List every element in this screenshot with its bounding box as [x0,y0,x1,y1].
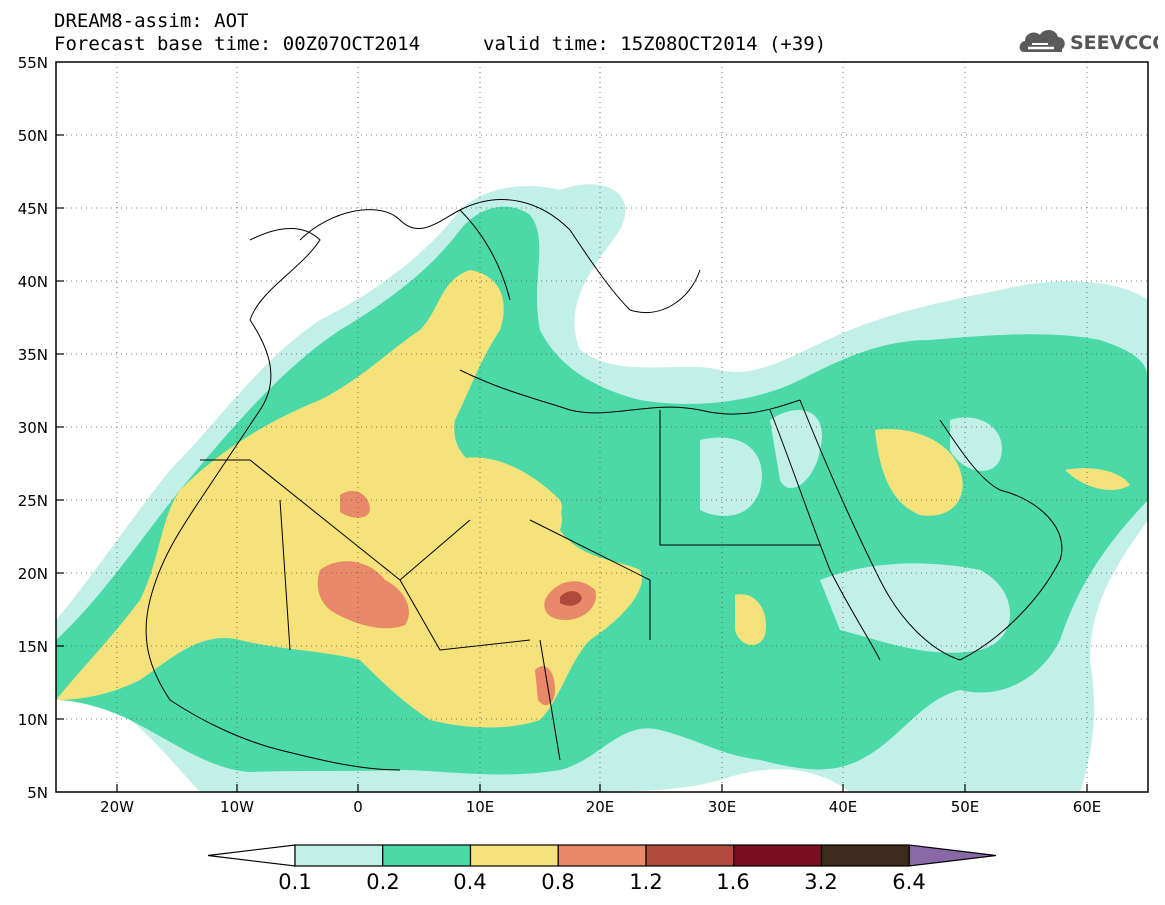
colorbar-segment [382,844,472,867]
axis-ticks [56,134,1088,792]
colorbar-labels: 0.1 0.2 0.4 0.8 1.2 1.6 3.2 6.4 [278,870,925,894]
colorbar-segment [294,844,384,867]
lon-label: 20W [100,798,134,816]
lat-label: 35N [18,346,48,364]
colorbar-segment [733,844,823,867]
lat-label: 20N [18,565,48,583]
lon-label: 0 [353,798,363,816]
colorbar-label: 6.4 [892,870,925,894]
colorbar-segment [820,844,910,867]
colorbar-label: 1.6 [716,870,749,894]
colorbar-label: 0.8 [541,870,574,894]
colorbar-segment [469,844,559,867]
lon-label: 10W [220,798,254,816]
lat-label: 50N [18,127,48,145]
seevccc-logo: SEEVCCC [1019,29,1158,54]
lat-label: 10N [18,711,48,729]
lat-label: 55N [18,54,48,72]
red-sea-coastline [769,399,961,661]
title-model-variable: DREAM8-assim: AOT [54,10,249,32]
colorbar-label: 0.2 [366,870,399,894]
lat-label: 40N [18,273,48,291]
colorbar-label: 0.1 [278,870,311,894]
lat-label: 30N [18,419,48,437]
aot-contour-0.4-gulf [1065,468,1130,490]
colorbar-label: 1.2 [629,870,662,894]
latitude-labels: 55N 50N 45N 40N 35N 30N 25N 20N 15N 10N … [18,54,48,802]
aot-contour-0.8-mali [317,561,409,629]
colorbar-label: 0.4 [453,870,486,894]
aot-contour-0.1-gap [700,410,1002,516]
colorbar-arrow-low [207,844,296,867]
lon-label: 40E [829,798,858,816]
colorbar [207,844,997,867]
country-borders [200,410,820,761]
lat-label: 45N [18,200,48,218]
aot-contour-1.2 [560,591,582,606]
colorbar-label: 3.2 [804,870,837,894]
aot-contour-0.4-arabia [875,429,963,516]
longitude-labels: 20W 10W 0 10E 20E 30E 40E 50E 60E [100,798,1101,816]
colorbar-segment [645,844,735,867]
title-valid-time: valid time: 15Z08OCT2014 (+39) [483,33,827,55]
lon-label: 30E [708,798,737,816]
coastlines-and-borders [145,199,1063,771]
graticule [56,62,1148,792]
lat-label: 25N [18,492,48,510]
logo-text: SEEVCCC [1070,32,1158,54]
title-base-time: Forecast base time: 00Z07OCT2014 [54,33,421,55]
colorbar-arrow-high [908,844,997,867]
aot-field [56,184,1148,792]
cloud-icon [1019,29,1065,52]
aot-contour-0.8-chad-south [535,666,555,706]
aot-contour-0.4-libya [455,457,562,524]
arabia-coastline [939,419,1063,661]
aot-contour-0.4-sudan [735,594,766,646]
lon-label: 10E [466,798,495,816]
colorbar-segment [557,844,647,867]
aot-contour-0.1-gap-south [820,563,1010,653]
lat-label: 15N [18,638,48,656]
africa-coastline [145,319,801,771]
aot-contour-0.8-algeria [340,490,370,518]
lon-label: 20E [586,798,615,816]
lon-label: 60E [1073,798,1102,816]
europe-coastline [249,199,701,321]
lon-label: 50E [951,798,980,816]
lat-label: 5N [27,784,48,802]
